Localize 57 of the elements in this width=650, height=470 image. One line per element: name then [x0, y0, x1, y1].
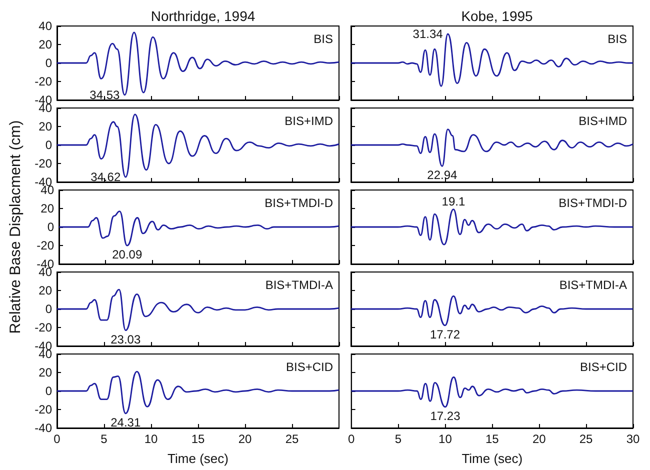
chart-title: Kobe, 1995: [461, 8, 534, 24]
y-tick-label: -20: [34, 402, 52, 416]
x-tick-label: 10: [144, 432, 158, 446]
annotation: BIS+CID: [580, 360, 628, 374]
chart-title: Northridge, 1994: [150, 8, 256, 24]
y-tick-label: -20: [34, 320, 52, 334]
annotation: BIS+TMDI-A: [265, 278, 333, 292]
annotation: BIS+TMDI-A: [559, 278, 627, 292]
y-tick-label: 20: [38, 284, 52, 298]
line-series: [58, 210, 340, 246]
x-tick-label: 15: [485, 432, 500, 446]
y-tick-label: -20: [36, 238, 54, 252]
y-tick-label: 0: [45, 138, 52, 152]
y-tick-label: 20: [40, 202, 54, 216]
y-tick-label: 0: [45, 56, 52, 70]
x-tick-label: 15: [191, 432, 205, 446]
annotation: 19.1: [442, 194, 466, 208]
line-series: [56, 288, 340, 332]
annotation: 24.31: [110, 415, 141, 430]
annotation: BIS+IMD: [284, 114, 334, 128]
x-tick-label: 25: [579, 432, 594, 446]
x-tick-label: 5: [394, 432, 402, 446]
y-tick-label: 20: [38, 120, 52, 134]
annotation: BIS: [314, 32, 333, 46]
y-tick-label: 0: [47, 220, 54, 234]
annotation: 17.72: [430, 327, 460, 342]
x-tick-label: 20: [238, 432, 252, 446]
annotation: BIS+IMD: [578, 114, 628, 128]
annotation: BIS+CID: [286, 360, 334, 374]
y-tick-label: -40: [34, 421, 52, 435]
x-tick-label: 30: [626, 432, 640, 446]
annotation: 22.94: [427, 168, 458, 182]
x-tick-label: 25: [285, 432, 299, 446]
y-tick-label: -20: [34, 74, 52, 88]
x-tick-label: 20: [532, 432, 546, 446]
y-tick-label: -20: [34, 156, 52, 170]
annotation: BIS+TMDI-D: [558, 196, 628, 210]
line-series: [56, 370, 340, 414]
y-tick-label: 0: [45, 302, 52, 316]
x-tick-label: 10: [438, 432, 452, 446]
y-tick-label: 20: [38, 366, 52, 380]
annotation: 20.09: [112, 248, 142, 262]
annotation: 31.34: [412, 27, 444, 42]
x-axis-title: Time (sec): [462, 451, 523, 466]
annotation: 34.53: [90, 88, 120, 102]
y-axis-title: Relative Base Displacment (cm): [7, 120, 24, 334]
annotation: BIS: [608, 32, 627, 46]
annotation: BIS+TMDI-D: [264, 196, 334, 210]
y-tick-label: 20: [38, 38, 52, 52]
y-tick-label: 40: [38, 19, 52, 33]
annotation: 17.23: [430, 408, 461, 423]
y-tick-label: 0: [45, 384, 52, 398]
annotation: 34.62: [90, 170, 121, 184]
x-tick-label: 0: [348, 432, 355, 446]
x-axis-title: Time (sec): [168, 451, 228, 466]
annotation: 23.03: [110, 332, 141, 346]
x-tick-label: 5: [100, 432, 108, 446]
